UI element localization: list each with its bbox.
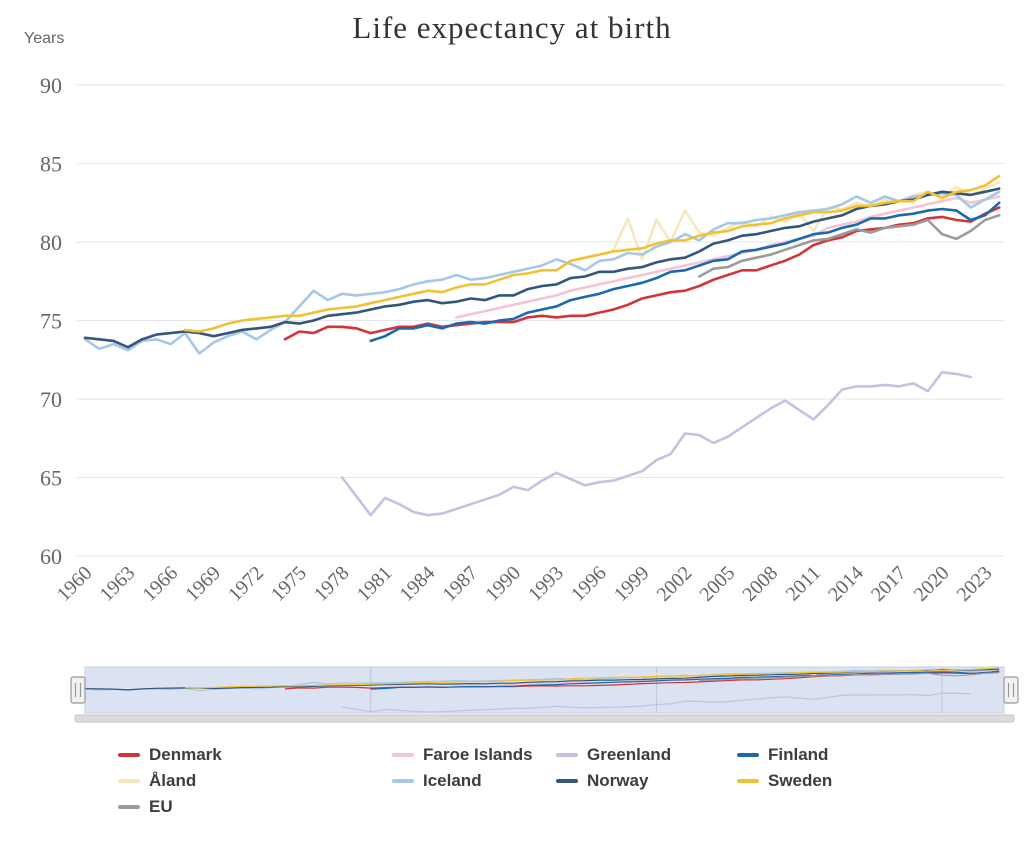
legend-item--land[interactable]: Åland	[118, 771, 196, 791]
series-line-finland[interactable]	[369, 201, 1001, 343]
series-line-eu[interactable]	[697, 214, 1001, 278]
y-axis-label-65: 65	[40, 466, 62, 491]
y-axis-title: Years	[24, 30, 65, 47]
x-axis-label-1963: 1963	[96, 562, 140, 606]
legend-label: Sweden	[768, 771, 833, 790]
navigator-series-sweden	[184, 667, 1000, 689]
legend-swatch-denmark	[118, 753, 140, 757]
x-axis-label-2005: 2005	[696, 562, 740, 606]
navigator-handle-right[interactable]	[1003, 676, 1019, 704]
legend-label: Norway	[587, 771, 649, 790]
series-line-faroe-islands[interactable]	[455, 195, 1001, 319]
x-axis-label-1978: 1978	[310, 562, 354, 606]
x-axis-label-2017: 2017	[867, 562, 911, 606]
legend-item-greenland[interactable]: Greenland	[556, 745, 671, 765]
legend-swatch-sweden	[737, 779, 759, 783]
y-axis-label-90: 90	[40, 73, 62, 98]
series-line-sweden[interactable]	[183, 174, 1001, 333]
y-axis-label-75: 75	[40, 309, 62, 334]
legend-item-eu[interactable]: EU	[118, 797, 173, 817]
x-axis-label-1996: 1996	[567, 562, 611, 606]
x-axis-label-2023: 2023	[953, 562, 997, 606]
x-axis-label-2011: 2011	[782, 562, 825, 605]
series-line-norway[interactable]	[83, 187, 1001, 349]
navigator-series-finland	[370, 670, 1000, 690]
legend-label: Faroe Islands	[423, 745, 533, 764]
scrollbar[interactable]	[74, 714, 1015, 723]
series-line-greenland[interactable]	[340, 370, 973, 517]
x-axis-label-1975: 1975	[267, 562, 311, 606]
legend-swatch--land	[118, 779, 140, 783]
x-axis-label-1981: 1981	[353, 562, 397, 606]
legend-swatch-faroe-islands	[392, 753, 414, 757]
legend-item-faroe-islands[interactable]: Faroe Islands	[392, 745, 533, 765]
legend-label: Greenland	[587, 745, 672, 764]
x-axis-label-1987: 1987	[438, 562, 482, 606]
legend-item-finland[interactable]: Finland	[737, 745, 828, 765]
y-axis-label-85: 85	[40, 152, 62, 177]
legend-swatch-norway	[556, 779, 578, 783]
y-axis-label-70: 70	[40, 387, 62, 412]
legend-swatch-iceland	[392, 779, 414, 783]
series-line-iceland[interactable]	[83, 190, 1001, 355]
navigator-handle-left[interactable]	[70, 676, 86, 704]
x-axis-label-2008: 2008	[738, 562, 782, 606]
legend-label: EU	[149, 797, 173, 816]
legend-item-norway[interactable]: Norway	[556, 771, 648, 791]
y-axis-label-80: 80	[40, 230, 62, 255]
x-axis-label-1999: 1999	[610, 562, 654, 606]
x-axis-label-2020: 2020	[910, 562, 954, 606]
navigator-series-eu	[699, 672, 1000, 682]
legend-swatch-eu	[118, 805, 140, 809]
x-axis-label-1969: 1969	[181, 562, 225, 606]
x-axis-label-2014: 2014	[824, 562, 868, 606]
page-title: Life expectancy at birth	[352, 10, 672, 45]
legend-item-sweden[interactable]: Sweden	[737, 771, 832, 791]
legend-swatch-greenland	[556, 753, 578, 757]
legend-swatch-finland	[737, 753, 759, 757]
x-axis-label-2002: 2002	[653, 562, 697, 606]
x-axis-label-1993: 1993	[524, 562, 568, 606]
x-axis-label-1984: 1984	[396, 562, 440, 606]
legend-label: Finland	[768, 745, 829, 764]
legend-item-denmark[interactable]: Denmark	[118, 745, 222, 765]
legend-label: Denmark	[149, 745, 222, 764]
legend-label: Åland	[149, 771, 197, 790]
x-axis-label-1972: 1972	[224, 562, 268, 606]
x-axis-label-1990: 1990	[481, 562, 525, 606]
x-axis-label-1966: 1966	[138, 562, 182, 606]
legend-label: Iceland	[423, 771, 482, 790]
legend-item-iceland[interactable]: Iceland	[392, 771, 482, 791]
y-axis-label-60: 60	[40, 544, 62, 569]
navigator-series-greenland	[342, 692, 971, 713]
